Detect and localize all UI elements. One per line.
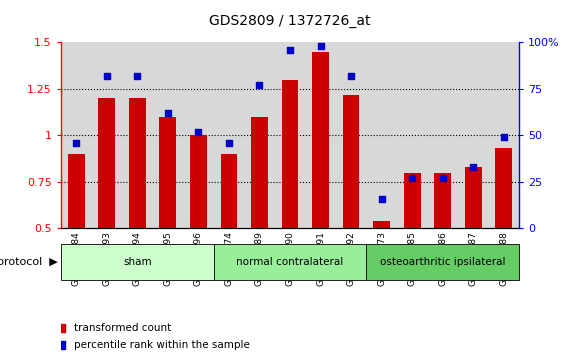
Point [377,196,386,201]
Bar [374,221,390,228]
Bar [160,117,176,228]
Text: GDS2809 / 1372726_at: GDS2809 / 1372726_at [209,14,371,28]
Point [71,140,81,146]
Point [194,129,203,135]
Bar [99,98,115,228]
Bar [183,42,213,228]
Bar [312,52,329,228]
Bar [190,136,206,228]
Bar [465,167,481,228]
Point [216,280,226,285]
Bar [244,42,275,228]
Point [408,175,417,181]
Bar [495,148,512,228]
Bar [213,244,367,280]
Bar [305,42,336,228]
Bar [275,42,305,228]
Text: percentile rank within the sample: percentile rank within the sample [74,340,249,350]
Bar [213,42,244,228]
Text: osteoarthritic ipsilateral: osteoarthritic ipsilateral [380,257,506,267]
Bar [404,172,420,228]
Bar [367,42,397,228]
Bar [68,154,85,228]
Bar [220,154,237,228]
Point [469,164,478,170]
Bar [129,98,146,228]
Bar [251,117,268,228]
Bar [336,42,367,228]
Point [285,47,295,53]
Bar [61,244,213,280]
Point [438,175,447,181]
Point [133,73,142,79]
Text: protocol  ▶: protocol ▶ [0,257,58,267]
Point [224,140,234,146]
Bar [458,42,488,228]
Text: transformed count: transformed count [74,322,171,332]
Bar [427,42,458,228]
Bar [367,244,519,280]
Bar [343,95,360,228]
Bar [61,42,92,228]
Bar [153,42,183,228]
Text: sham: sham [123,257,151,267]
Point [346,73,356,79]
Bar [488,42,519,228]
Bar [122,42,153,228]
Point [163,110,172,116]
Point [102,73,111,79]
Bar [434,172,451,228]
Point [499,135,509,140]
Bar [397,42,427,228]
Point [316,44,325,49]
Bar [92,42,122,228]
Point [255,82,264,88]
Point [216,123,226,129]
Bar [282,80,298,228]
Text: normal contralateral: normal contralateral [237,257,343,267]
